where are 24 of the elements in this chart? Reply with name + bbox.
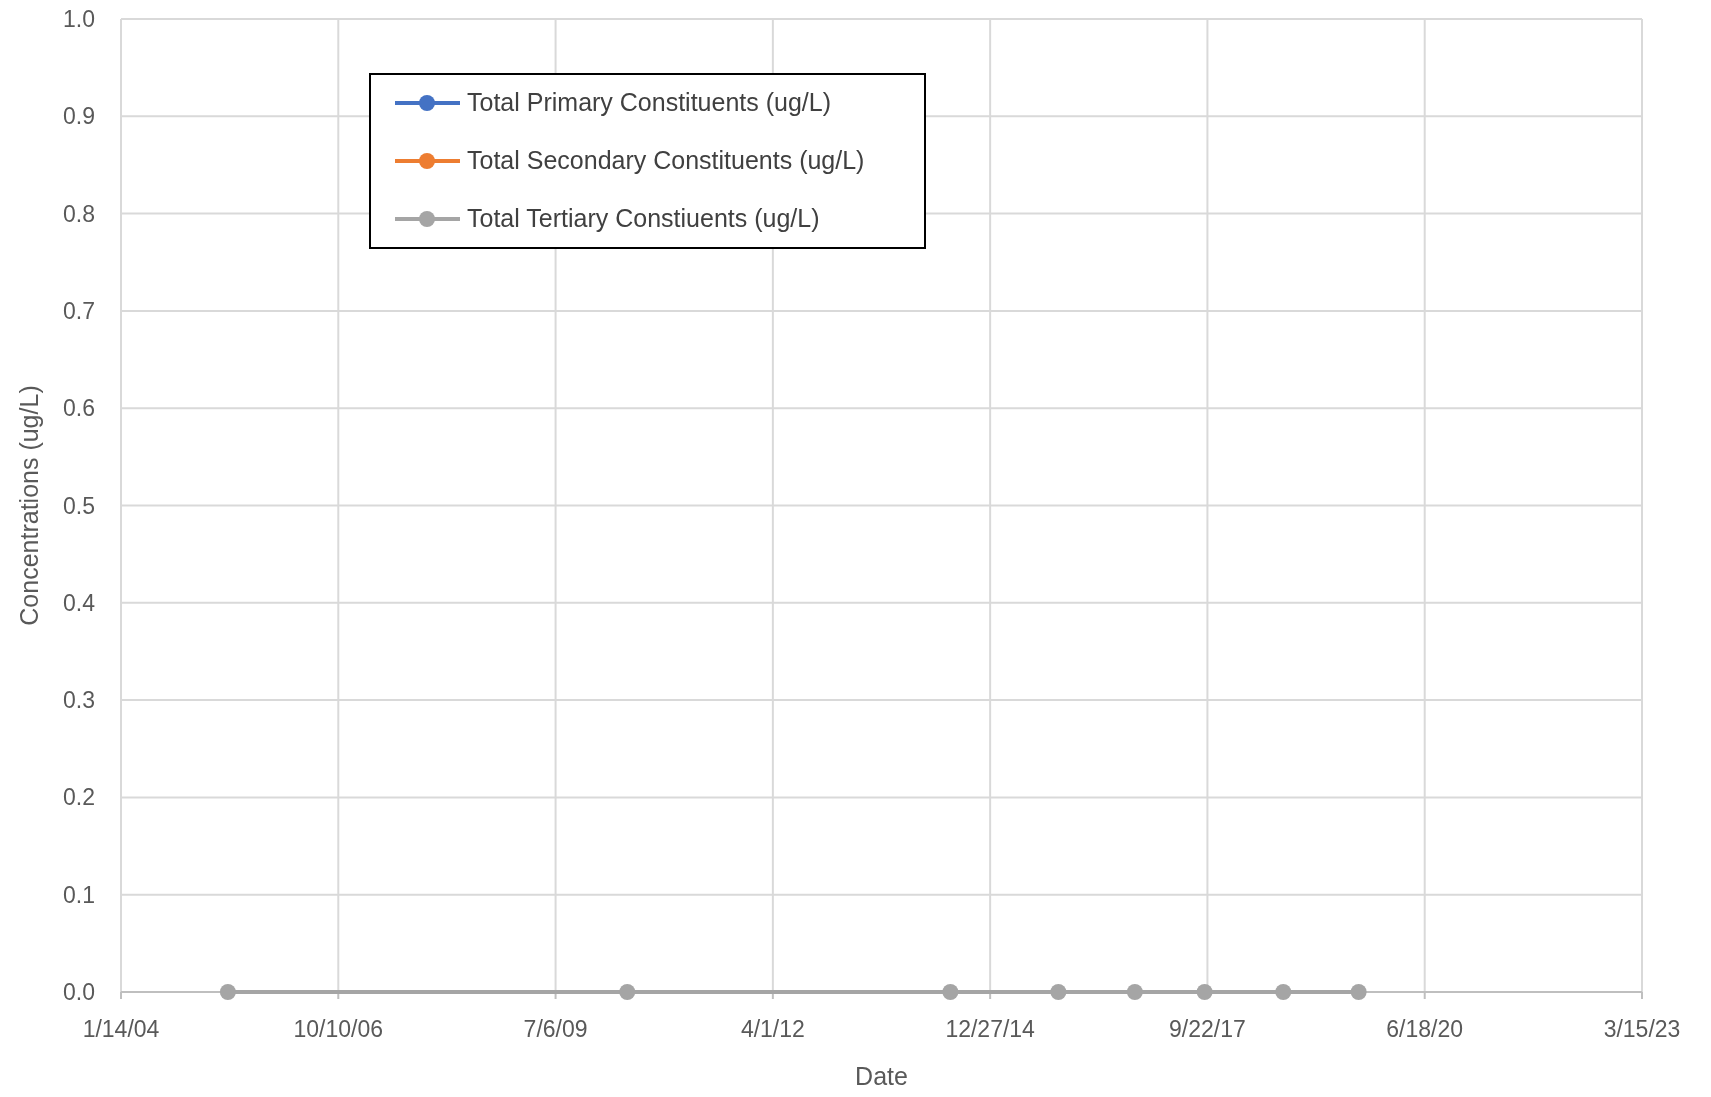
x-tick-label: 1/14/04 xyxy=(82,1016,160,1042)
x-tick-label: 9/22/17 xyxy=(1169,1016,1246,1042)
y-axis-title: Concentrations (ug/L) xyxy=(15,385,43,626)
legend-label: Total Secondary Constituents (ug/L) xyxy=(467,146,865,174)
legend-label: Total Tertiary Constiuents (ug/L) xyxy=(467,204,820,232)
x-tick-label: 10/10/06 xyxy=(293,1016,384,1042)
x-tick-label: 3/15/23 xyxy=(1603,1016,1681,1042)
y-tick-label: 0.9 xyxy=(63,103,95,130)
y-tick-label: 0.2 xyxy=(63,784,95,811)
y-tick-label: 0.7 xyxy=(63,297,95,324)
y-tick-label: 0.4 xyxy=(63,589,96,616)
x-tick-label: 4/1/12 xyxy=(740,1016,805,1042)
x-tick-label: 6/18/20 xyxy=(1386,1016,1464,1042)
x-tick-label: 12/27/14 xyxy=(945,1016,1036,1042)
y-tick-label: 1.0 xyxy=(63,6,95,32)
legend-label: Total Primary Constituents (ug/L) xyxy=(467,88,832,116)
x-tick-label: 7/6/09 xyxy=(523,1016,588,1042)
y-tick-label: 0.6 xyxy=(63,395,95,422)
x-axis-title: Date xyxy=(855,1062,908,1090)
y-tick-label: 0.1 xyxy=(63,881,95,908)
y-tick-label: 0.5 xyxy=(63,492,95,519)
y-tick-label: 0.0 xyxy=(63,979,95,1005)
y-tick-label: 0.8 xyxy=(63,200,95,227)
y-tick-label: 0.3 xyxy=(63,687,95,714)
